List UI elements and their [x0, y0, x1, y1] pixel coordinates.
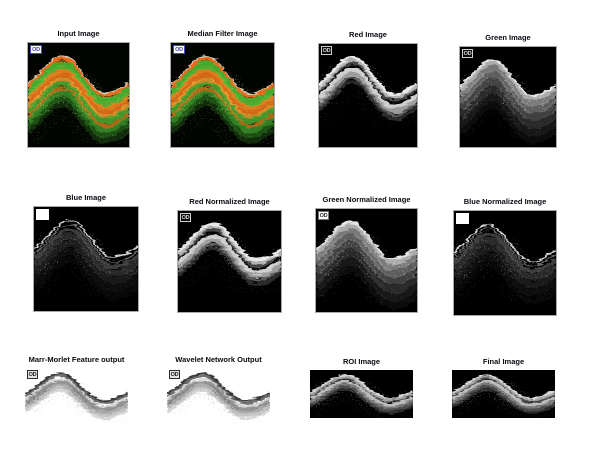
- oct-scan-image: [171, 43, 274, 147]
- panel-wavelet-network-output: Wavelet Network Output OD: [167, 355, 270, 427]
- panel-blue-normalized-image: Blue Normalized Image: [453, 197, 557, 316]
- oct-scan-image: [25, 368, 128, 427]
- panel-title-input-image: Input Image: [57, 29, 100, 38]
- image-box-red-normalized-image: OD: [177, 210, 282, 313]
- panel-title-marr-morlet-feature-output: Marr-Morlet Feature output: [28, 355, 125, 364]
- od-eye-label-badge: OD: [321, 46, 332, 55]
- image-box-blue-normalized-image: [453, 210, 557, 316]
- panel-title-roi-image: ROI Image: [342, 357, 381, 366]
- od-eye-label-badge: OD: [169, 370, 180, 379]
- image-box-green-normalized-image: OD: [315, 208, 418, 313]
- white-marker-badge: [36, 209, 49, 220]
- od-eye-label-badge: OD: [462, 49, 473, 58]
- panel-title-blue-image: Blue Image: [65, 193, 107, 202]
- image-box-blue-image: [33, 206, 139, 312]
- panel-title-median-filter-image: Median Filter Image: [187, 29, 258, 38]
- panel-title-final-image: Final Image: [482, 357, 525, 366]
- image-box-roi-image: [310, 370, 413, 418]
- image-box-red-image: OD: [318, 43, 418, 148]
- oct-scan-image: [452, 370, 555, 418]
- panel-red-normalized-image: Red Normalized Image OD: [177, 197, 282, 313]
- panel-title-green-image: Green Image: [485, 33, 531, 42]
- image-box-median-filter-image: OD: [170, 42, 275, 148]
- oct-scan-image: [310, 370, 413, 418]
- od-eye-label-badge: OD: [318, 211, 329, 220]
- panel-final-image: Final Image: [452, 357, 555, 418]
- white-marker-badge: [456, 213, 469, 224]
- oct-scan-image: [178, 211, 281, 312]
- oct-scan-image: [319, 44, 417, 147]
- panel-red-image: Red Image OD: [318, 30, 418, 148]
- panel-blue-image: Blue Image: [33, 193, 139, 312]
- panel-input-image: Input Image OD: [27, 29, 130, 148]
- od-eye-label-badge: OD: [173, 45, 185, 54]
- panel-marr-morlet-feature-output: Marr-Morlet Feature output OD: [25, 355, 128, 427]
- od-eye-label-badge: OD: [27, 370, 38, 379]
- image-box-wavelet-network-output: OD: [167, 368, 270, 427]
- panel-median-filter-image: Median Filter Image OD: [170, 29, 275, 148]
- panel-title-red-normalized-image: Red Normalized Image: [189, 197, 270, 206]
- panel-title-red-image: Red Image: [349, 30, 387, 39]
- oct-scan-image: [28, 43, 129, 147]
- panel-title-green-normalized-image: Green Normalized Image: [322, 195, 411, 204]
- od-eye-label-badge: OD: [180, 213, 191, 222]
- oct-scan-image: [316, 209, 417, 312]
- image-box-input-image: OD: [27, 42, 130, 148]
- panel-green-image: Green Image OD: [459, 33, 557, 148]
- oct-scan-image: [167, 368, 270, 427]
- oct-scan-image: [460, 47, 556, 147]
- image-box-green-image: OD: [459, 46, 557, 148]
- panel-title-wavelet-network-output: Wavelet Network Output: [175, 355, 262, 364]
- oct-scan-image: [454, 211, 556, 315]
- image-box-final-image: [452, 370, 555, 418]
- od-eye-label-badge: OD: [30, 45, 42, 54]
- panel-title-blue-normalized-image: Blue Normalized Image: [463, 197, 547, 206]
- image-box-marr-morlet-feature-output: OD: [25, 368, 128, 427]
- panel-roi-image: ROI Image: [310, 357, 413, 418]
- oct-scan-image: [34, 207, 138, 311]
- panel-green-normalized-image: Green Normalized Image OD: [315, 195, 418, 313]
